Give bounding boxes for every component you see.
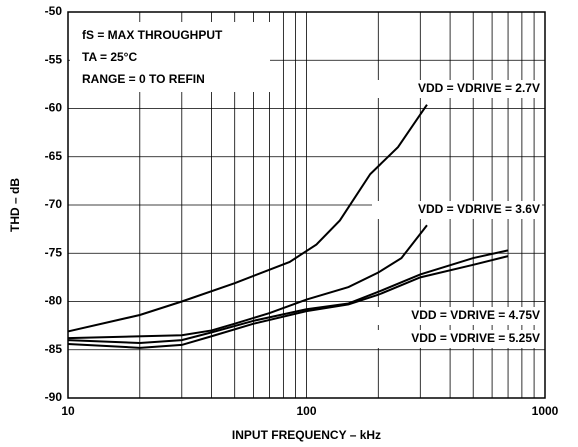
y-tick-label: -90: [45, 390, 63, 404]
x-axis-label: INPUT FREQUENCY – kHz: [232, 428, 381, 442]
legend-bg: [372, 330, 542, 348]
x-tick-label: 1000: [532, 404, 559, 418]
series-line: [67, 249, 509, 344]
y-tick-label: -60: [45, 101, 63, 115]
x-tick-label: 10: [61, 404, 75, 418]
annotation: RANGE = 0 TO REFIN: [82, 72, 205, 86]
y-axis-label: THD – dB: [8, 178, 22, 232]
y-tick-label: -65: [45, 149, 63, 163]
y-tick-label: -55: [45, 52, 63, 66]
annotation: fS = MAX THROUGHPUT: [82, 28, 223, 42]
y-tick-label: -75: [45, 245, 63, 259]
y-tick-label: -50: [45, 4, 63, 18]
series-line: [67, 224, 428, 340]
series-line: [67, 255, 509, 349]
annotation-box: [70, 22, 270, 92]
legend-bg: [372, 80, 542, 98]
series-line: [67, 104, 428, 333]
y-tick-label: -85: [45, 342, 63, 356]
series-label: VDD = VDRIVE = 4.75V: [411, 308, 540, 322]
series-label: VDD = VDRIVE = 5.25V: [411, 331, 540, 345]
y-tick-label: -70: [45, 197, 63, 211]
series-label: VDD = VDRIVE = 2.7V: [418, 81, 540, 95]
plot-frame: [67, 11, 546, 399]
legend-bg: [372, 307, 542, 325]
legend-bg: [372, 201, 542, 219]
annotation: TA = 25°C: [82, 50, 137, 64]
series-label: VDD = VDRIVE = 3.6V: [418, 202, 540, 216]
y-tick-label: -80: [45, 294, 63, 308]
x-tick-label: 100: [296, 404, 316, 418]
